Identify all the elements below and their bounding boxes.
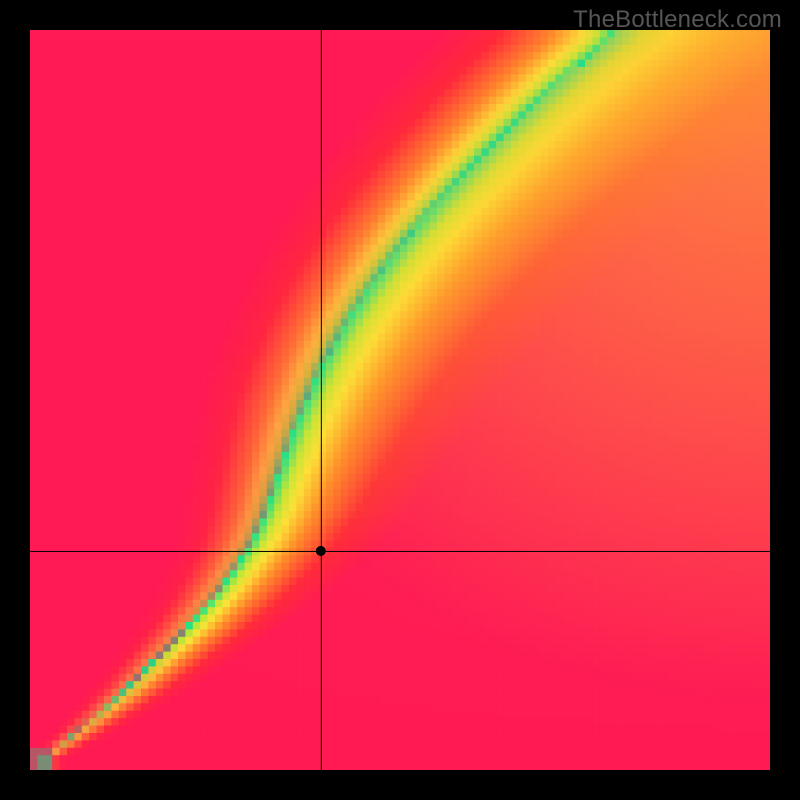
chart-container: TheBottleneck.com [0,0,800,800]
heatmap-canvas-wrap [0,0,800,800]
heatmap-canvas [0,0,800,800]
watermark-text: TheBottleneck.com [573,6,782,34]
